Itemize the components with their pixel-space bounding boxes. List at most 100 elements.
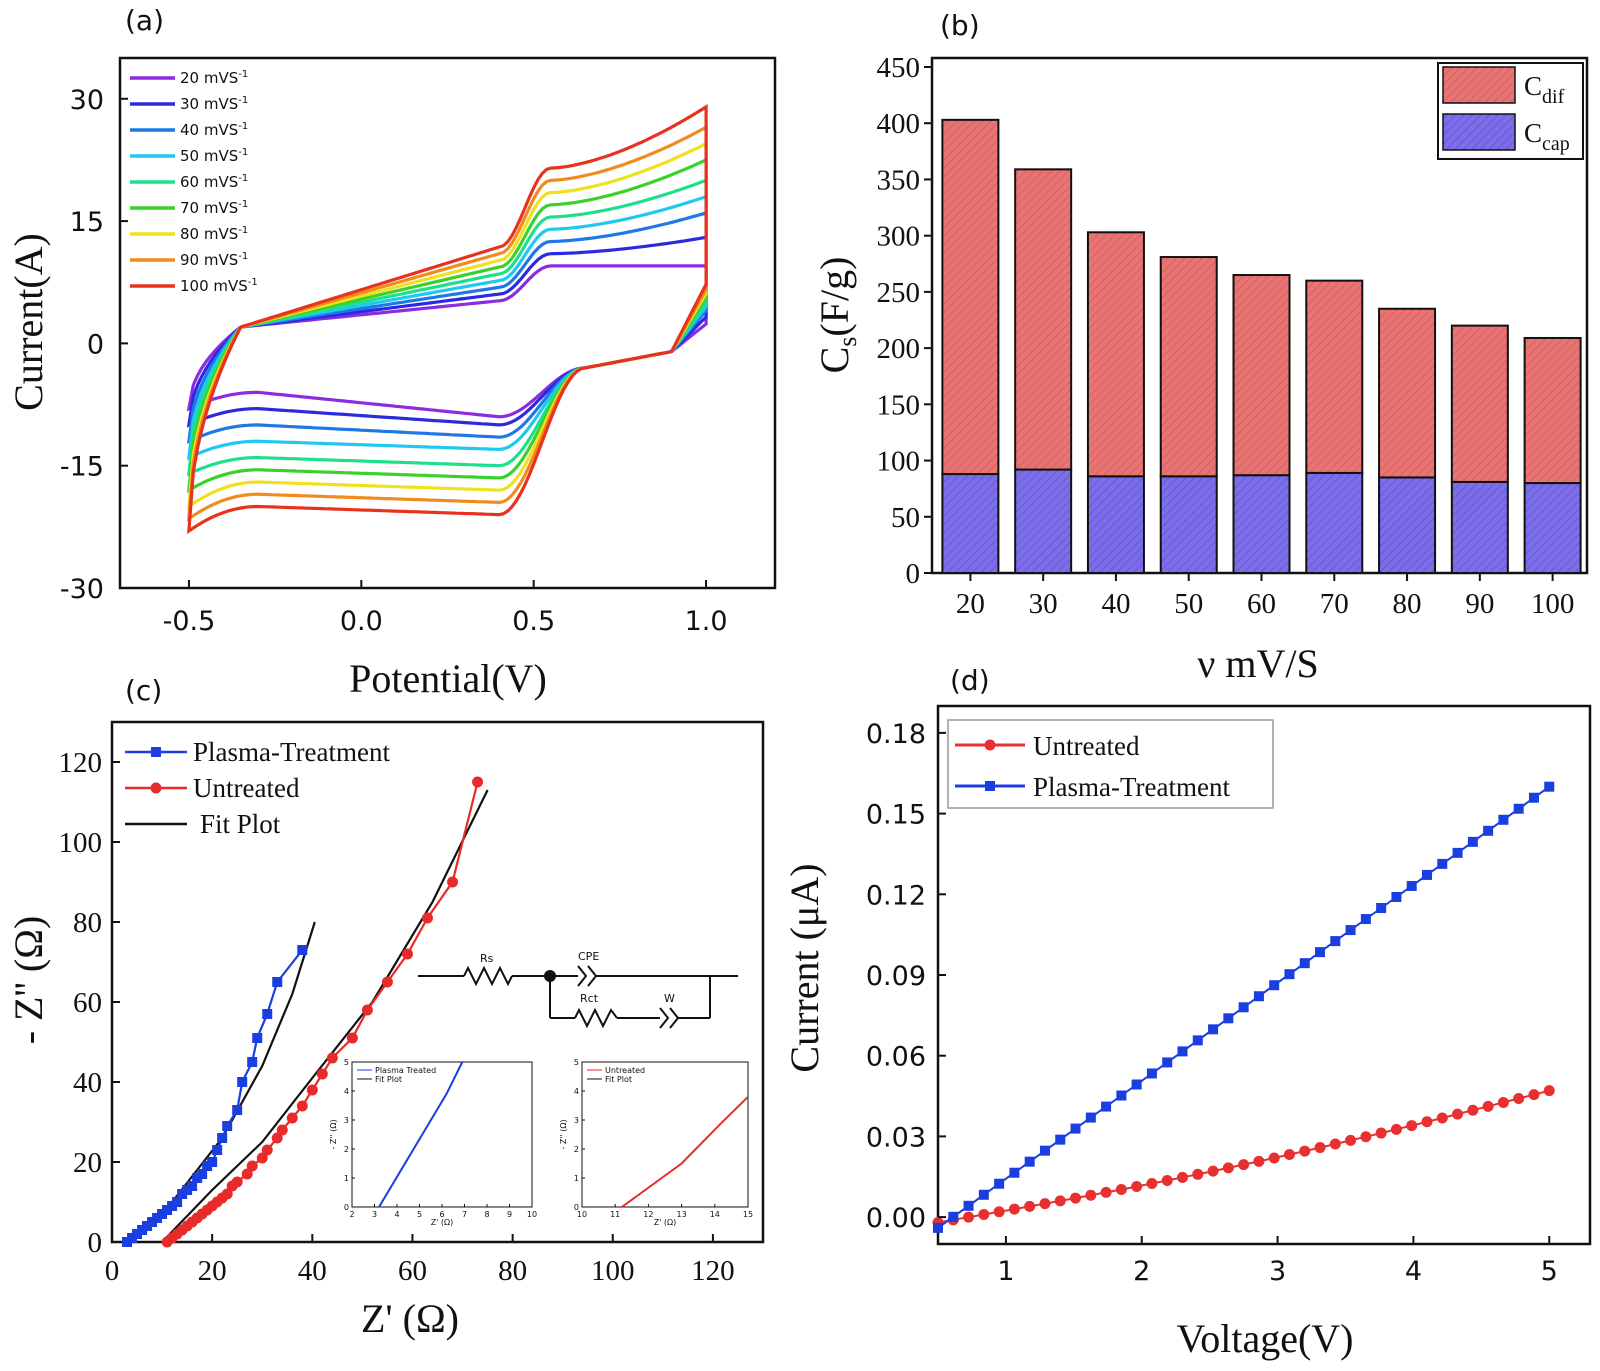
- marker-untreated: [1192, 1168, 1204, 1180]
- legend-label: 40 mVS-1: [180, 121, 248, 139]
- marker-plasma: [1146, 1068, 1157, 1079]
- y-tick-label: 0.06: [866, 1042, 926, 1073]
- y-tick-label: -15: [60, 452, 104, 483]
- bar-cdif-100: [1523, 336, 1582, 485]
- panel-b-xlabel: ν mV/S: [1197, 641, 1318, 686]
- panel-a-frame: [118, 56, 777, 590]
- legend-swatch-cdif: [1442, 66, 1516, 104]
- y-tick-label: 300: [877, 221, 921, 253]
- bar-cdif-80: [1378, 307, 1437, 479]
- marker-untreated: [1329, 1138, 1341, 1150]
- x-tick-label: 90: [1465, 588, 1494, 620]
- marker-plasma: [1483, 825, 1494, 836]
- panel-d-iv-plot: 1 2 3 4 5 0.00 0.03 0.06 0.09 0.12 0.15 0.18 Untrea…: [782, 704, 1592, 1361]
- panel-c-legend: Plasma-Treatment Untreated Fit Plot: [125, 737, 390, 839]
- marker-plasma: [182, 1185, 193, 1195]
- marker-plasma: [172, 1197, 183, 1207]
- legend-marker: [151, 747, 161, 757]
- marker-plasma: [1406, 880, 1417, 891]
- panel-label-b: (b): [940, 9, 980, 42]
- marker-untreated: [1390, 1123, 1402, 1135]
- marker-untreated: [1161, 1175, 1173, 1187]
- bar-ccap-40: [1086, 475, 1145, 575]
- marker-untreated: [1299, 1145, 1311, 1157]
- marker-untreated: [978, 1208, 990, 1220]
- inset-curve: [378, 1061, 464, 1208]
- marker-plasma: [222, 1121, 233, 1131]
- x-tick-label: 100: [591, 1255, 635, 1287]
- marker-plasma: [142, 1221, 153, 1231]
- panel-b-ticks: 20 30 40 50 60 70 80 90 100 0 50 100 150 200 250 300 350…: [877, 52, 1575, 620]
- marker-untreated: [1528, 1089, 1540, 1101]
- marker-plasma: [1376, 903, 1387, 914]
- inset-xlabel: Z' (Ω): [431, 1218, 454, 1227]
- panel-c-xlabel: Z' (Ω): [361, 1296, 459, 1341]
- marker-untreated: [401, 948, 413, 960]
- inset-x-tick-label: 15: [743, 1210, 753, 1219]
- marker-untreated: [472, 776, 484, 788]
- legend-label: 80 mVS-1: [180, 225, 248, 243]
- marker-plasma: [157, 1209, 168, 1219]
- y-tick-label: 200: [877, 333, 921, 365]
- marker-plasma: [1360, 914, 1371, 925]
- legend-label: Plasma-Treatment: [1033, 772, 1230, 802]
- marker-untreated: [1314, 1142, 1326, 1154]
- inset-x-tick-label: 9: [507, 1210, 512, 1219]
- inset-y-tick-label: 2: [344, 1145, 349, 1154]
- circuit-label-w: W: [664, 992, 675, 1005]
- marker-untreated: [1360, 1131, 1372, 1143]
- marker-plasma: [232, 1105, 243, 1115]
- marker-plasma: [1299, 958, 1310, 969]
- marker-plasma: [1177, 1046, 1188, 1057]
- resistor-rct: [574, 1007, 618, 1029]
- inset-ylabel: - Z'' (Ω): [559, 1119, 568, 1149]
- marker-untreated: [1283, 1149, 1295, 1161]
- x-tick-label: 20: [956, 588, 985, 620]
- legend-label-cdif: Cdif: [1524, 71, 1565, 108]
- marker-plasma: [237, 1077, 248, 1087]
- marker-plasma: [177, 1189, 188, 1199]
- inset-y-tick-label: 3: [344, 1116, 349, 1125]
- marker-untreated: [1452, 1108, 1464, 1120]
- inset-y-tick-label: 5: [574, 1058, 579, 1067]
- x-tick-label: 0.0: [340, 606, 383, 637]
- legend-label: 100 mVS-1: [180, 277, 258, 295]
- marker-untreated: [261, 1144, 273, 1156]
- marker-untreated: [271, 1132, 283, 1144]
- inset-x-tick-label: 14: [710, 1210, 720, 1219]
- marker-plasma: [1162, 1057, 1173, 1068]
- marker-plasma: [207, 1157, 218, 1167]
- marker-untreated: [1131, 1181, 1143, 1193]
- marker-plasma: [963, 1200, 974, 1211]
- marker-untreated: [1008, 1203, 1020, 1215]
- inset-x-tick-label: 10: [577, 1210, 587, 1219]
- y-tick-label: 400: [877, 108, 921, 140]
- bar-ccap-50: [1159, 475, 1218, 575]
- panel-c-data: [122, 776, 489, 1248]
- legend-label: 70 mVS-1: [180, 199, 248, 217]
- fit-line-1: [161, 789, 489, 1243]
- marker-plasma: [1253, 991, 1264, 1002]
- inset-x-tick-label: 10: [527, 1210, 537, 1219]
- x-tick-label: 40: [298, 1255, 327, 1287]
- marker-untreated: [1268, 1152, 1280, 1164]
- marker-untreated: [1467, 1104, 1479, 1116]
- inset-x-tick-label: 11: [610, 1210, 620, 1219]
- y-tick-label: 50: [891, 502, 920, 534]
- marker-untreated: [1375, 1127, 1387, 1139]
- warburg-element: [659, 1007, 680, 1029]
- panel-d-xlabel: Voltage(V): [1177, 1316, 1354, 1361]
- marker-untreated: [296, 1100, 308, 1112]
- y-tick-label: 0.00: [866, 1203, 926, 1234]
- x-tick-label: 2: [1133, 1256, 1150, 1287]
- y-tick-label: 0: [87, 329, 104, 360]
- marker-plasma: [1238, 1002, 1249, 1013]
- marker-plasma: [202, 1161, 213, 1171]
- inset-x-tick-label: 5: [417, 1210, 422, 1219]
- bar-ccap-100: [1523, 482, 1582, 574]
- legend-label: 20 mVS-1: [180, 69, 248, 87]
- legend-label: Fit Plot: [200, 809, 281, 839]
- marker-plasma: [152, 1213, 163, 1223]
